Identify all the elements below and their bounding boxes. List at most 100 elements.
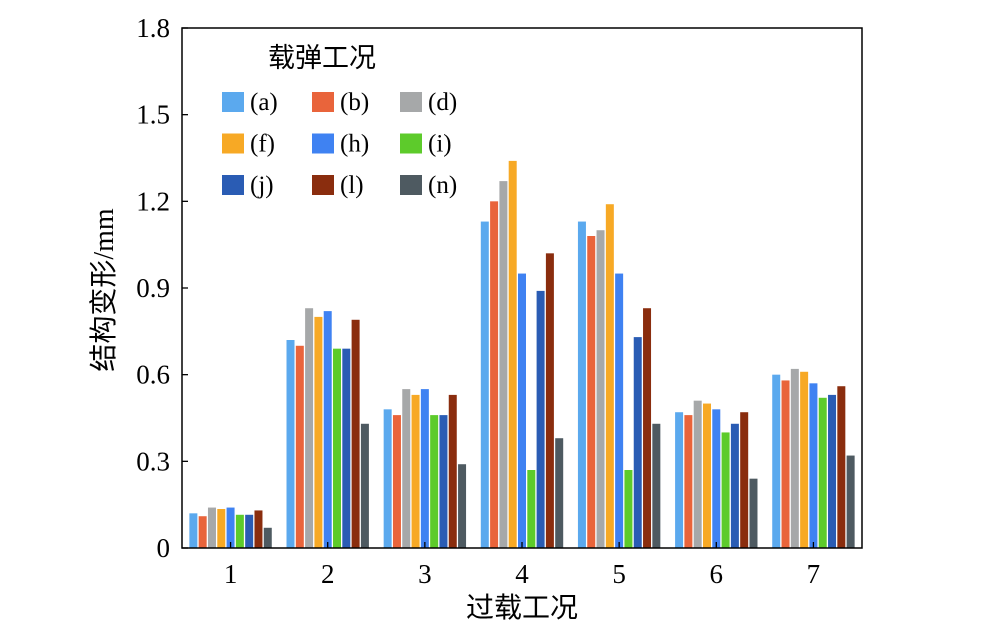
legend-swatch-i — [400, 133, 422, 154]
legend-swatch-h — [312, 133, 334, 154]
bar-a-group-5 — [577, 221, 586, 548]
bar-j-group-5 — [633, 337, 642, 548]
x-tick-label: 1 — [224, 559, 238, 589]
bar-b-group-4 — [490, 201, 499, 548]
y-tick-label: 1.2 — [136, 186, 170, 216]
y-tick-label: 0 — [157, 533, 171, 563]
bar-j-group-3 — [439, 415, 448, 548]
legend-swatch-d — [400, 92, 422, 112]
bar-l-group-3 — [448, 394, 457, 548]
legend-label-d: (d) — [428, 89, 457, 116]
y-axis-label: 结构变形/mm — [88, 208, 120, 372]
legend-swatch-l — [312, 175, 334, 195]
bar-l-group-5 — [643, 308, 652, 548]
bar-j-group-4 — [536, 290, 545, 548]
legend-label-j: (j) — [250, 172, 274, 199]
legend-swatch-j — [222, 175, 244, 195]
bar-h-group-3 — [420, 389, 429, 548]
bar-d-group-7 — [790, 368, 799, 548]
bar-h-group-5 — [615, 273, 624, 548]
bar-d-group-5 — [596, 230, 605, 548]
x-tick-label: 5 — [612, 559, 626, 589]
bar-a-group-4 — [480, 221, 489, 548]
x-tick-label: 6 — [710, 559, 724, 589]
bar-j-group-6 — [730, 423, 739, 548]
legend-label-h: (h) — [340, 131, 369, 158]
legend-label-b: (b) — [340, 89, 369, 116]
legend-swatch-a — [222, 92, 244, 112]
y-tick-label: 0.6 — [136, 360, 170, 390]
bar-b-group-7 — [781, 380, 790, 548]
bar-b-group-1 — [198, 516, 207, 548]
bar-h-group-2 — [323, 311, 332, 548]
x-axis: 1 2 3 4 5 6 7 — [224, 542, 820, 589]
bar-j-group-7 — [828, 394, 837, 548]
legend-label-f: (f) — [250, 131, 275, 158]
legend-title: 载弹工况 — [268, 43, 376, 73]
x-tick-label: 2 — [321, 559, 335, 589]
bar-f-group-5 — [605, 204, 614, 548]
y-tick-label: 1.5 — [136, 100, 170, 130]
bar-j-group-1 — [245, 514, 254, 548]
legend-label-n: (n) — [428, 172, 457, 199]
legend-label-l: (l) — [340, 172, 364, 199]
legend-label-i: (i) — [428, 131, 452, 158]
y-tick-label: 0.9 — [136, 273, 170, 303]
legend-swatch-b — [312, 92, 334, 112]
bar-d-group-6 — [693, 400, 702, 548]
bar-d-group-3 — [402, 389, 411, 548]
bar-i-group-3 — [430, 415, 439, 548]
bar-a-group-2 — [286, 340, 295, 548]
bar-f-group-6 — [702, 403, 711, 548]
bar-l-group-2 — [351, 319, 360, 548]
bar-n-group-4 — [555, 438, 564, 548]
bar-l-group-6 — [740, 412, 749, 548]
bar-f-group-2 — [314, 316, 323, 548]
bar-d-group-4 — [499, 181, 508, 549]
legend: 载弹工况 (a) (b) (d) (f) (h) (i) (j) (l) (n) — [222, 43, 457, 199]
bar-b-group-5 — [587, 236, 596, 548]
bar-f-group-3 — [411, 394, 420, 548]
bar-i-group-1 — [235, 514, 244, 548]
bars — [189, 160, 855, 549]
bar-d-group-2 — [305, 308, 314, 548]
y-axis: 0 0.3 0.6 0.9 1.2 1.5 1.8 — [136, 13, 188, 563]
bar-f-group-4 — [508, 160, 517, 548]
bar-i-group-6 — [721, 432, 730, 548]
y-tick-label: 0.3 — [136, 446, 170, 476]
bar-h-group-1 — [226, 507, 235, 548]
bar-a-group-1 — [189, 513, 198, 548]
legend-swatch-f — [222, 133, 244, 154]
legend-swatch-n — [400, 175, 422, 195]
x-tick-label: 3 — [418, 559, 432, 589]
legend-label-a: (a) — [250, 89, 278, 116]
bar-h-group-6 — [712, 409, 721, 548]
bar-n-group-1 — [263, 527, 272, 548]
x-axis-label: 过载工况 — [466, 592, 578, 624]
bar-d-group-1 — [207, 507, 216, 548]
bar-n-group-2 — [360, 423, 369, 548]
bar-b-group-3 — [392, 415, 401, 548]
bar-f-group-7 — [800, 371, 809, 548]
bar-l-group-7 — [837, 386, 846, 548]
bar-h-group-7 — [809, 383, 818, 548]
bar-j-group-2 — [342, 348, 351, 548]
bar-n-group-3 — [458, 464, 467, 548]
y-tick-label: 1.8 — [136, 13, 170, 43]
bar-b-group-2 — [295, 345, 304, 548]
bar-n-group-5 — [652, 423, 661, 548]
bar-i-group-4 — [527, 470, 536, 548]
bar-n-group-7 — [846, 455, 855, 548]
bar-n-group-6 — [749, 478, 758, 548]
bar-f-group-1 — [217, 509, 226, 548]
bar-i-group-5 — [624, 470, 633, 548]
bar-l-group-1 — [254, 510, 263, 548]
bar-i-group-7 — [818, 397, 827, 548]
bar-b-group-6 — [684, 415, 693, 548]
bar-l-group-4 — [545, 253, 554, 548]
bar-a-group-6 — [675, 412, 684, 548]
bar-a-group-3 — [383, 409, 392, 548]
x-tick-label: 4 — [515, 559, 529, 589]
bar-i-group-2 — [333, 348, 342, 548]
